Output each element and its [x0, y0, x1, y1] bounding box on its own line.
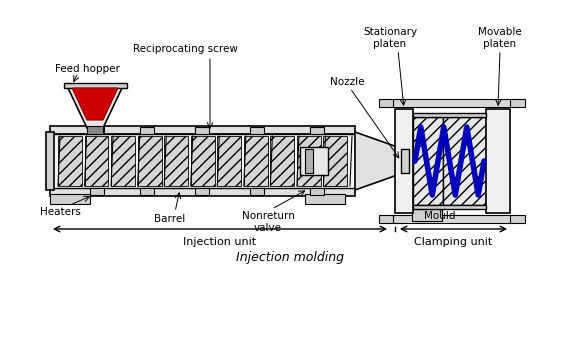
- Text: Injection molding: Injection molding: [236, 251, 344, 264]
- Bar: [50, 134, 355, 188]
- Polygon shape: [270, 136, 294, 186]
- Text: Mould: Mould: [424, 211, 456, 221]
- Bar: [90, 188, 104, 195]
- Polygon shape: [111, 136, 135, 186]
- Bar: [305, 194, 345, 204]
- Text: Injection unit: Injection unit: [184, 237, 256, 247]
- Text: Feed hopper: Feed hopper: [55, 64, 120, 74]
- Bar: [64, 83, 127, 88]
- Bar: [413, 117, 443, 205]
- Bar: [50, 188, 355, 196]
- Polygon shape: [324, 136, 347, 186]
- Polygon shape: [355, 132, 403, 190]
- Polygon shape: [85, 136, 108, 186]
- Bar: [140, 127, 154, 134]
- Text: Stationary
platen: Stationary platen: [363, 28, 417, 49]
- Bar: [379, 99, 393, 107]
- Text: Clamping unit: Clamping unit: [415, 237, 493, 247]
- Bar: [379, 215, 393, 223]
- Bar: [413, 113, 486, 117]
- Bar: [50, 126, 355, 134]
- Bar: [510, 99, 525, 107]
- Text: Movable
platen: Movable platen: [478, 28, 522, 49]
- Bar: [395, 109, 413, 213]
- Text: Reciprocating screw: Reciprocating screw: [133, 44, 237, 54]
- Bar: [486, 109, 510, 213]
- Bar: [310, 127, 324, 134]
- Bar: [140, 188, 154, 195]
- Bar: [87, 126, 103, 134]
- Bar: [510, 215, 525, 223]
- Polygon shape: [190, 136, 215, 186]
- Bar: [413, 205, 486, 209]
- Text: Barrel: Barrel: [155, 214, 186, 224]
- Bar: [195, 188, 209, 195]
- Bar: [250, 188, 264, 195]
- Bar: [46, 132, 54, 190]
- Text: Nozzle: Nozzle: [330, 77, 365, 87]
- Bar: [443, 117, 486, 205]
- Polygon shape: [217, 136, 241, 186]
- Bar: [195, 127, 209, 134]
- Bar: [401, 149, 409, 173]
- Polygon shape: [244, 136, 267, 186]
- Bar: [412, 209, 442, 221]
- Text: Nonreturn
valve: Nonreturn valve: [241, 211, 295, 232]
- Bar: [300, 147, 328, 175]
- Text: Heaters: Heaters: [39, 207, 80, 217]
- Polygon shape: [68, 88, 122, 128]
- Polygon shape: [297, 136, 321, 186]
- Bar: [305, 149, 313, 173]
- Bar: [310, 188, 324, 195]
- Polygon shape: [72, 88, 118, 120]
- Bar: [393, 99, 512, 107]
- Bar: [250, 127, 264, 134]
- Polygon shape: [58, 136, 82, 186]
- Polygon shape: [164, 136, 188, 186]
- Bar: [90, 127, 104, 134]
- Bar: [50, 194, 90, 204]
- Polygon shape: [138, 136, 162, 186]
- Bar: [393, 215, 512, 223]
